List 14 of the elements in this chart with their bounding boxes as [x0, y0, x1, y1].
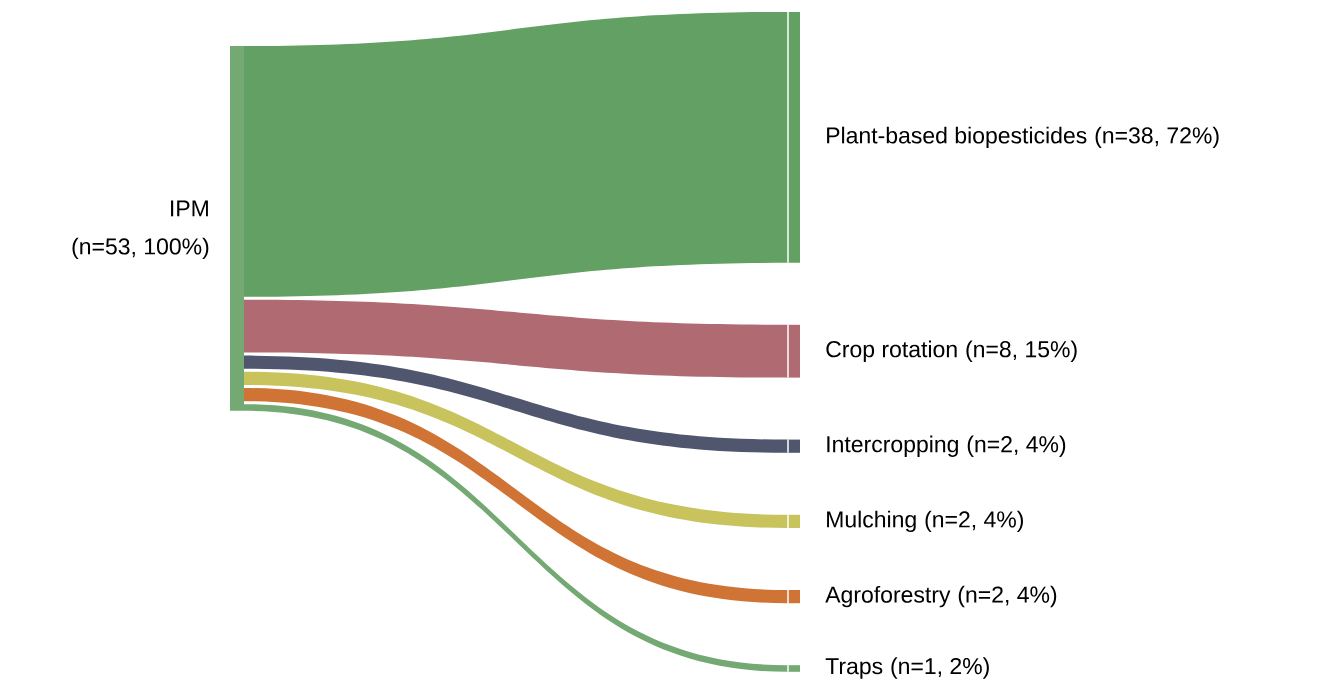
- category-label: Mulching: [827, 510, 916, 533]
- text: IPM: [171, 200, 208, 217]
- category-label: Agroforestry: [825, 585, 951, 608]
- data-label: (n=2, 4%): [958, 585, 1057, 608]
- category-label: Crop rotation: [826, 340, 957, 362]
- data-label: (n=2, 4%): [967, 435, 1066, 457]
- category-label: Intercropping: [827, 435, 958, 457]
- category-label: Traps: [825, 658, 883, 679]
- data-label: (n=38, 72%): [1095, 126, 1219, 149]
- data-label: (n=8, 15%): [966, 340, 1077, 362]
- data-label: (n=2, 4%): [925, 510, 1023, 533]
- category-label: Plant-based biopesticides: [827, 126, 1087, 149]
- text: (n=53, 100%): [72, 237, 209, 260]
- data-label: (n=1, 2%): [891, 657, 989, 679]
